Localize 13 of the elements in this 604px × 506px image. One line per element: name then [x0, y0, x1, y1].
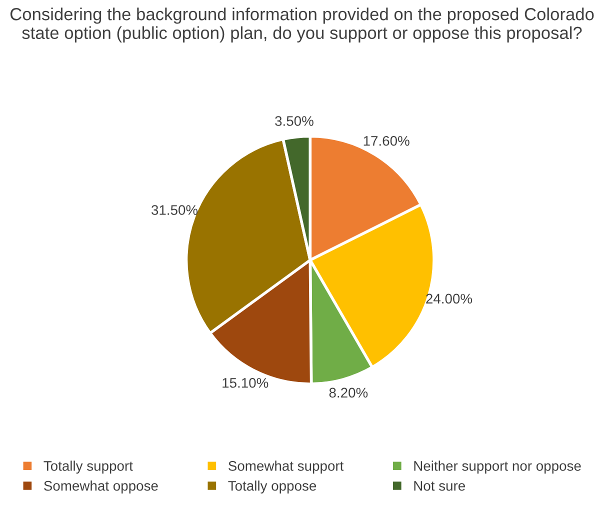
data-label: 31.50% — [152, 205, 198, 215]
data-label: 24.00% — [426, 294, 472, 304]
legend-label: Somewhat oppose — [44, 480, 158, 494]
legend-label: Totally oppose — [228, 480, 316, 494]
data-label: 17.60% — [364, 136, 410, 146]
chart-title: Considering the background information provided on the proposed Colorado state option (public option) plan, do you support or oppose this proposal? — [10, 8, 594, 42]
legend-label: Somewhat support — [228, 460, 344, 474]
legend-label: Not sure — [414, 481, 465, 491]
data-label: 8.20% — [329, 388, 368, 398]
legend-label: Totally support — [44, 460, 133, 474]
legend-label: Neither support nor oppose — [414, 460, 581, 474]
data-label: 15.10% — [222, 378, 268, 388]
data-label: 3.50% — [275, 116, 314, 126]
